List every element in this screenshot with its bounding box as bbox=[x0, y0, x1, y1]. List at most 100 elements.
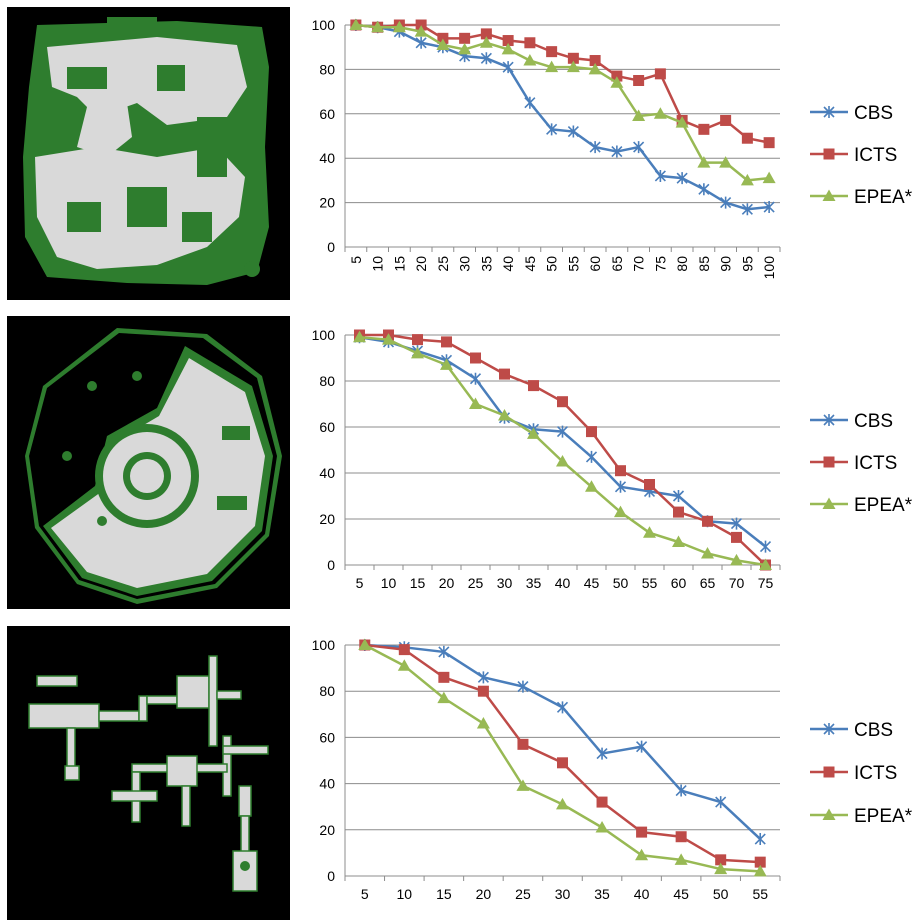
data-point bbox=[698, 123, 710, 135]
x-tick-label: 35 bbox=[526, 575, 542, 591]
data-point bbox=[528, 380, 539, 392]
data-point bbox=[441, 336, 452, 348]
x-tick-label: 40 bbox=[634, 886, 650, 902]
legend-item: ICTS bbox=[810, 453, 897, 474]
legend-label: ICTS bbox=[854, 763, 897, 784]
data-point bbox=[596, 747, 608, 760]
x-tick-label: 50 bbox=[613, 575, 629, 591]
data-point bbox=[701, 547, 714, 559]
data-point bbox=[516, 779, 530, 791]
series-line bbox=[359, 336, 766, 567]
x-tick-label: 100 bbox=[761, 256, 777, 280]
x-tick-label: 15 bbox=[410, 575, 426, 591]
data-point bbox=[546, 46, 558, 58]
legend-marker bbox=[822, 808, 836, 820]
x-tick-label: 70 bbox=[729, 575, 745, 591]
map-image-3 bbox=[7, 626, 290, 920]
data-point bbox=[415, 19, 427, 31]
y-tick-label: 20 bbox=[319, 822, 335, 838]
x-tick-label: 35 bbox=[478, 256, 494, 272]
data-point bbox=[653, 107, 667, 119]
x-tick-label: 10 bbox=[381, 575, 397, 591]
y-tick-label: 100 bbox=[312, 327, 336, 343]
data-point bbox=[397, 659, 411, 671]
x-tick-label: 95 bbox=[739, 256, 755, 272]
x-tick-label: 75 bbox=[758, 575, 774, 591]
x-tick-label: 45 bbox=[522, 256, 538, 272]
legend-label: ICTS bbox=[854, 145, 897, 166]
data-point bbox=[759, 558, 772, 570]
legend-marker bbox=[823, 456, 835, 468]
map-image-1 bbox=[7, 7, 290, 300]
data-point bbox=[675, 831, 687, 843]
data-point bbox=[720, 196, 732, 209]
legend-item: EPEA* bbox=[810, 806, 913, 827]
y-tick-label: 0 bbox=[327, 239, 335, 255]
data-point bbox=[698, 183, 710, 196]
data-point bbox=[589, 141, 601, 154]
chart-2: 0 20 40 60 80 100 5 10 15 20 25 30 35 40 45 50 55 60 65 70 7… bbox=[300, 310, 919, 610]
legend-label: EPEA* bbox=[854, 495, 913, 516]
x-tick-label: 20 bbox=[476, 886, 492, 902]
data-point bbox=[588, 62, 602, 75]
data-point bbox=[633, 75, 645, 86]
x-tick-label: 85 bbox=[696, 256, 712, 272]
y-tick-label: 100 bbox=[312, 637, 336, 653]
x-tick-label: 5 bbox=[361, 886, 369, 902]
data-point bbox=[524, 37, 536, 49]
data-point bbox=[595, 820, 609, 833]
data-point bbox=[714, 862, 728, 875]
data-point bbox=[759, 540, 772, 553]
data-point bbox=[566, 60, 580, 73]
x-tick-label: 5 bbox=[348, 256, 364, 264]
data-point bbox=[754, 833, 766, 846]
x-tick-label: 20 bbox=[439, 575, 455, 591]
data-point bbox=[676, 172, 688, 185]
series-line bbox=[364, 643, 762, 840]
series-epea bbox=[353, 330, 772, 570]
data-point bbox=[477, 685, 489, 697]
data-point bbox=[479, 36, 493, 48]
x-tick-label: 70 bbox=[631, 256, 647, 272]
x-tick-label: 80 bbox=[674, 256, 690, 272]
data-point bbox=[762, 171, 776, 184]
legend-item: EPEA* bbox=[810, 187, 913, 208]
data-point bbox=[440, 358, 453, 370]
data-point bbox=[498, 409, 511, 421]
data-point bbox=[545, 60, 559, 73]
data-point bbox=[480, 28, 492, 40]
legend-marker bbox=[823, 723, 835, 735]
legend-marker bbox=[823, 414, 835, 426]
x-tick-label: 75 bbox=[652, 256, 668, 272]
x-tick-label: 90 bbox=[718, 256, 734, 272]
data-point bbox=[614, 480, 627, 493]
y-tick-label: 60 bbox=[319, 729, 335, 745]
series-icts bbox=[354, 329, 771, 571]
data-point bbox=[556, 797, 569, 810]
y-tick-label: 100 bbox=[312, 17, 336, 33]
legend-label: CBS bbox=[854, 411, 893, 432]
data-point bbox=[675, 784, 687, 797]
x-tick-label: 65 bbox=[609, 256, 625, 272]
data-point bbox=[741, 203, 753, 216]
chart-2-svg: 0 20 40 60 80 100 5 10 15 20 25 30 35 40 45 50 55 60 65 70 7… bbox=[312, 327, 913, 591]
series-line bbox=[359, 336, 767, 548]
data-point bbox=[523, 54, 537, 66]
data-point bbox=[349, 18, 363, 30]
data-point bbox=[644, 479, 655, 490]
series-epea bbox=[358, 638, 767, 877]
legend-item: CBS bbox=[810, 720, 893, 741]
data-point bbox=[741, 132, 753, 144]
legend-marker bbox=[822, 189, 836, 201]
data-point bbox=[411, 346, 424, 359]
legend-item: ICTS bbox=[810, 145, 897, 166]
y-tick-label: 80 bbox=[319, 683, 335, 699]
x-tick-label: 45 bbox=[673, 886, 689, 902]
x-tick-label: 15 bbox=[436, 886, 452, 902]
data-point bbox=[654, 169, 666, 182]
y-tick-label: 20 bbox=[319, 511, 335, 527]
data-point bbox=[675, 116, 689, 128]
x-tick-label: 30 bbox=[555, 886, 571, 902]
x-tick-label: 30 bbox=[497, 575, 513, 591]
x-tick-label: 25 bbox=[468, 575, 484, 591]
